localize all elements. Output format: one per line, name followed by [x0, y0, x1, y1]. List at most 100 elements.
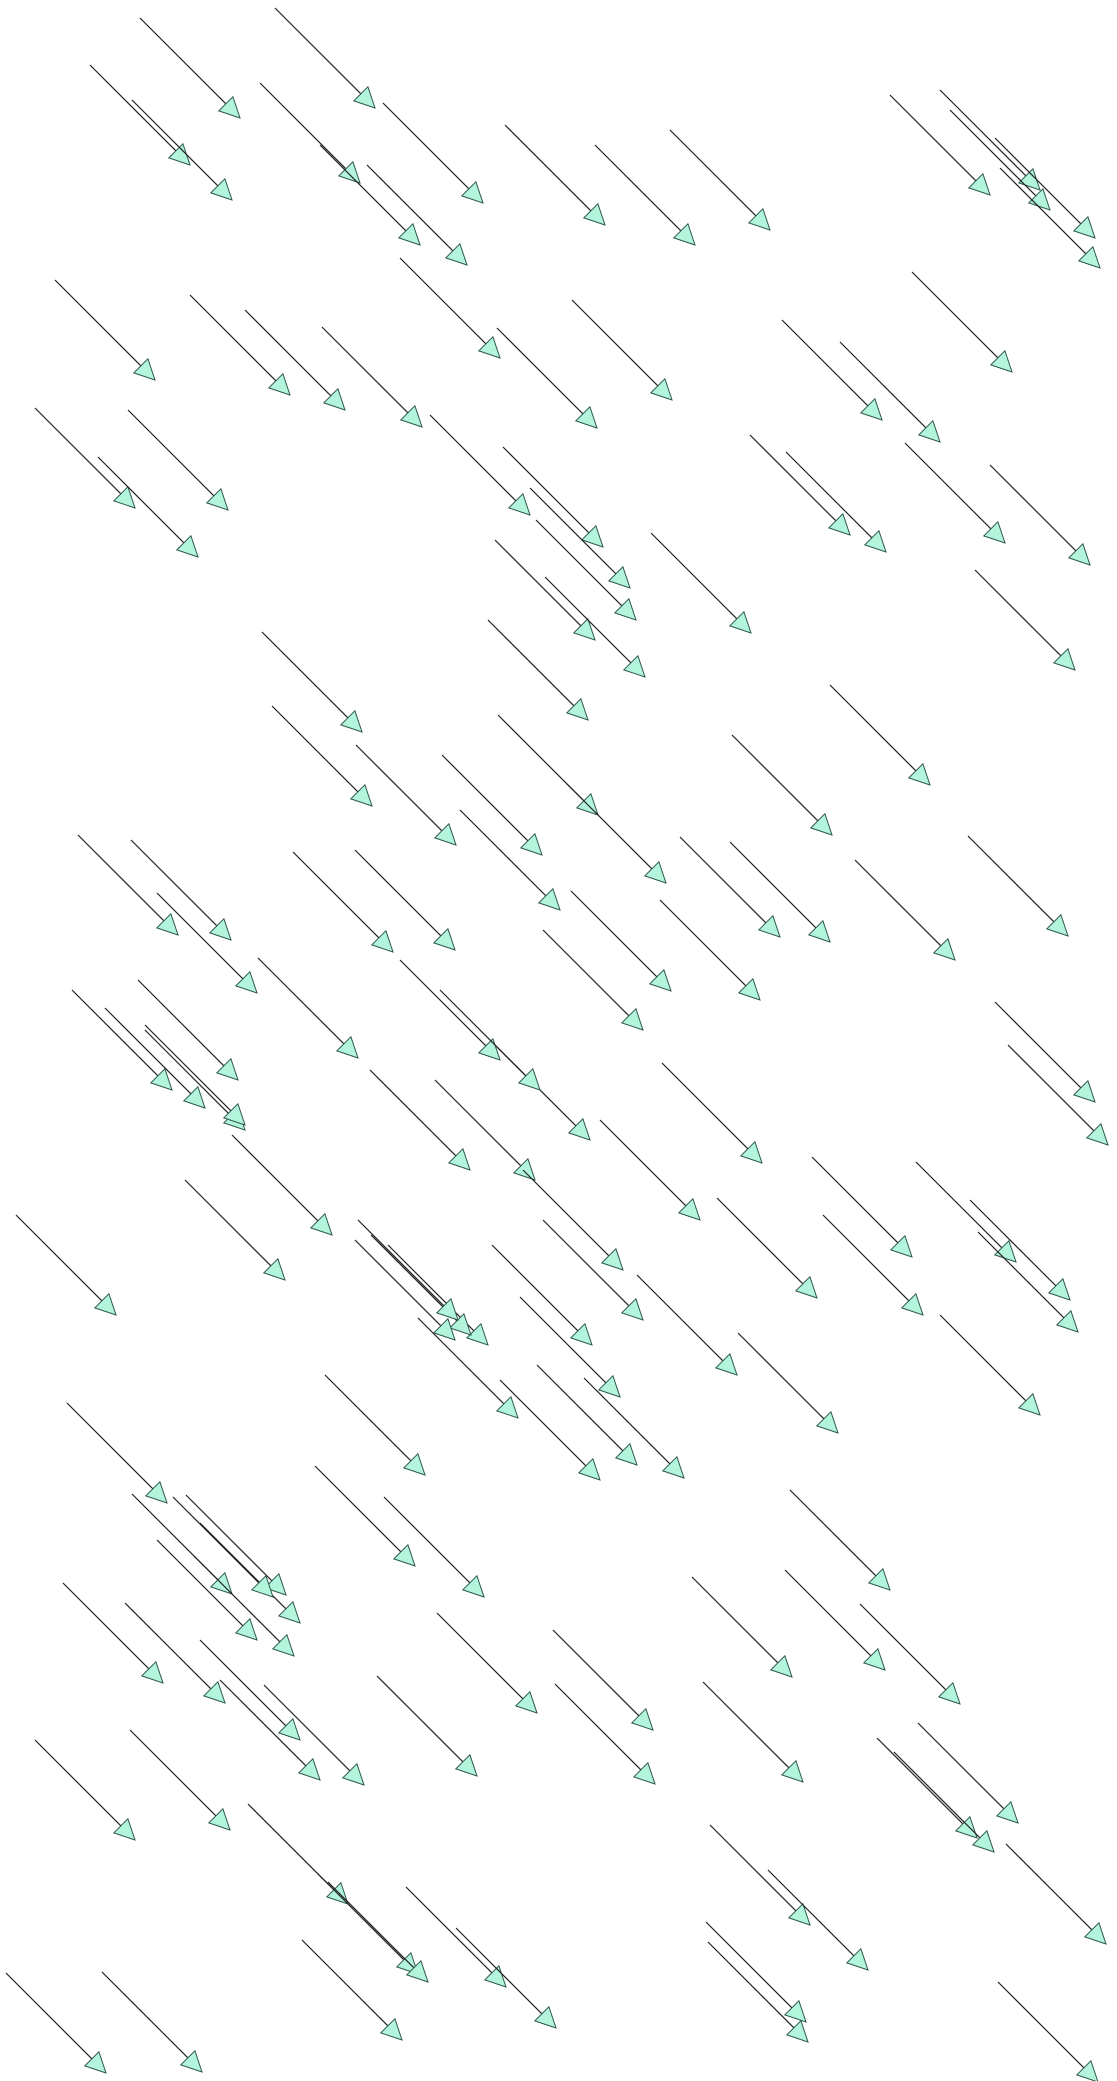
arrow-shaft	[319, 144, 407, 232]
arrow	[716, 1197, 818, 1299]
arrowhead-icon	[714, 1352, 738, 1376]
arrow-shaft	[137, 979, 225, 1067]
arrowhead-icon	[263, 1572, 287, 1596]
arrow	[789, 1489, 891, 1591]
arrow-shaft	[554, 1683, 642, 1771]
arrow-shaft	[519, 1296, 607, 1384]
arrow	[376, 1675, 478, 1777]
arrowhead-icon	[643, 860, 667, 884]
arrow	[319, 144, 421, 246]
arrow	[969, 1199, 1071, 1301]
arrow-shaft	[544, 576, 632, 664]
arrow-shaft	[636, 1274, 724, 1362]
arrow	[156, 1539, 258, 1641]
arrowhead-icon	[661, 1455, 685, 1479]
arrow-shaft	[729, 841, 817, 929]
arrow-shaft	[661, 1062, 749, 1150]
arrow	[97, 456, 199, 558]
arrow-shaft	[969, 1199, 1057, 1287]
arrow	[767, 1869, 869, 1971]
arrowhead-icon	[517, 1067, 541, 1091]
arrow	[327, 1881, 429, 1983]
arrow	[34, 407, 136, 509]
arrow	[737, 1332, 839, 1434]
arrow	[876, 1737, 978, 1839]
arrow-shaft	[784, 1569, 872, 1657]
arrow	[785, 451, 887, 553]
arrow-shaft	[1007, 1044, 1095, 1132]
arrow-shaft	[124, 1602, 212, 1690]
arrow	[536, 1364, 638, 1466]
arrow-shaft	[261, 631, 349, 719]
arrow	[54, 279, 156, 381]
arrow	[383, 1496, 485, 1598]
arrowhead-icon	[1055, 1309, 1079, 1333]
arrow-shaft	[130, 839, 218, 927]
arrow	[15, 1214, 117, 1316]
arrow	[999, 167, 1101, 269]
arrow	[529, 487, 631, 589]
arrowhead-icon	[862, 1647, 886, 1671]
arrow	[1007, 1044, 1109, 1146]
arrow	[271, 705, 373, 807]
arrow-shaft	[66, 1402, 154, 1490]
arrow	[127, 409, 229, 511]
arrow-shaft	[101, 1971, 189, 2059]
arrow-shaft	[781, 319, 869, 407]
arrow-shaft	[496, 327, 584, 415]
arrow	[139, 17, 241, 119]
arrow-shaft	[34, 1739, 122, 1827]
arrowhead-icon	[402, 1452, 426, 1476]
arrowhead-icon	[787, 1902, 811, 1926]
arrow	[1005, 1843, 1107, 1945]
arrow-shaft	[599, 1119, 687, 1207]
arrow	[917, 1722, 1019, 1824]
arrow-shaft	[1005, 1843, 1093, 1931]
arrow-shaft	[552, 1629, 640, 1717]
arrow-shaft	[301, 1939, 389, 2027]
arrowhead-icon	[783, 1999, 807, 2023]
arrowhead-icon	[577, 1457, 601, 1481]
arrow-shaft	[731, 734, 819, 822]
arrow-shaft	[494, 539, 582, 627]
arrow	[292, 851, 394, 953]
arrowhead-icon	[405, 1959, 429, 1983]
arrowhead-icon	[222, 1102, 246, 1126]
arrow-shaft	[271, 705, 359, 793]
arrowhead-icon	[144, 1480, 168, 1504]
arrowhead-icon	[309, 1212, 333, 1236]
arrowhead-icon	[649, 377, 673, 401]
arrow-shaft	[144, 1024, 232, 1112]
arrowhead-icon	[93, 1292, 117, 1316]
arrow-shaft	[5, 1972, 93, 2060]
arrowhead-icon	[112, 485, 136, 509]
arrow	[399, 959, 501, 1061]
arrow	[314, 1465, 416, 1567]
arrow	[994, 137, 1096, 239]
arrow	[650, 532, 752, 634]
arrowhead-icon	[867, 1567, 891, 1591]
arrow-shaft	[536, 1364, 624, 1452]
arrowhead-icon	[620, 1007, 644, 1031]
arrow-shaft	[669, 129, 757, 217]
arrow	[185, 1494, 287, 1596]
arrow-shaft	[15, 1214, 103, 1302]
arrow-shaft	[650, 532, 738, 620]
arrow	[636, 1274, 738, 1376]
arrow-shaft	[565, 782, 653, 870]
arrow	[387, 1244, 489, 1346]
arrow	[199, 1639, 301, 1741]
arrowhead-icon	[863, 529, 887, 553]
arrow-shaft	[259, 82, 347, 170]
arrowhead-icon	[769, 1654, 793, 1678]
arrowhead-icon	[339, 709, 363, 733]
arrow-shaft	[876, 1737, 964, 1825]
arrow	[709, 1824, 811, 1926]
arrow	[317, 1873, 419, 1975]
arrowhead-icon	[1075, 2059, 1099, 2081]
arrow-shaft	[571, 299, 659, 387]
arrow-shaft	[436, 1612, 524, 1700]
arrowhead-icon	[620, 1297, 644, 1321]
arrowhead-icon	[454, 1753, 478, 1777]
arrow-shaft	[709, 1824, 797, 1912]
